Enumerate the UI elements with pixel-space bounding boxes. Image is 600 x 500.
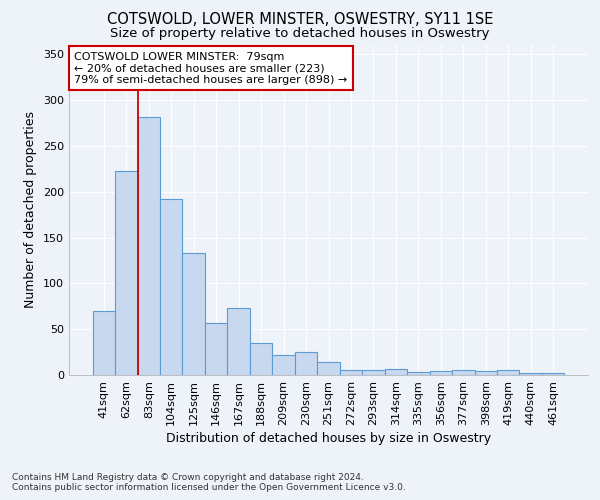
Bar: [340, 370, 362, 375]
Text: Contains HM Land Registry data © Crown copyright and database right 2024.
Contai: Contains HM Land Registry data © Crown c…: [12, 473, 406, 492]
Bar: [385, 368, 407, 375]
Bar: [272, 355, 295, 375]
Text: Size of property relative to detached houses in Oswestry: Size of property relative to detached ho…: [110, 28, 490, 40]
Text: COTSWOLD, LOWER MINSTER, OSWESTRY, SY11 1SE: COTSWOLD, LOWER MINSTER, OSWESTRY, SY11 …: [107, 12, 493, 28]
Bar: [295, 352, 317, 375]
Bar: [92, 311, 115, 375]
Bar: [475, 372, 497, 375]
Y-axis label: Number of detached properties: Number of detached properties: [25, 112, 37, 308]
Bar: [362, 370, 385, 375]
Bar: [407, 372, 430, 375]
Bar: [137, 116, 160, 375]
Bar: [227, 308, 250, 375]
Bar: [115, 172, 137, 375]
Bar: [430, 372, 452, 375]
Bar: [250, 343, 272, 375]
Bar: [452, 370, 475, 375]
Bar: [542, 373, 565, 375]
Text: COTSWOLD LOWER MINSTER:  79sqm
← 20% of detached houses are smaller (223)
79% of: COTSWOLD LOWER MINSTER: 79sqm ← 20% of d…: [74, 52, 347, 85]
Bar: [497, 370, 520, 375]
Bar: [205, 323, 227, 375]
Bar: [520, 373, 542, 375]
X-axis label: Distribution of detached houses by size in Oswestry: Distribution of detached houses by size …: [166, 432, 491, 445]
Bar: [317, 362, 340, 375]
Bar: [160, 199, 182, 375]
Bar: [182, 253, 205, 375]
